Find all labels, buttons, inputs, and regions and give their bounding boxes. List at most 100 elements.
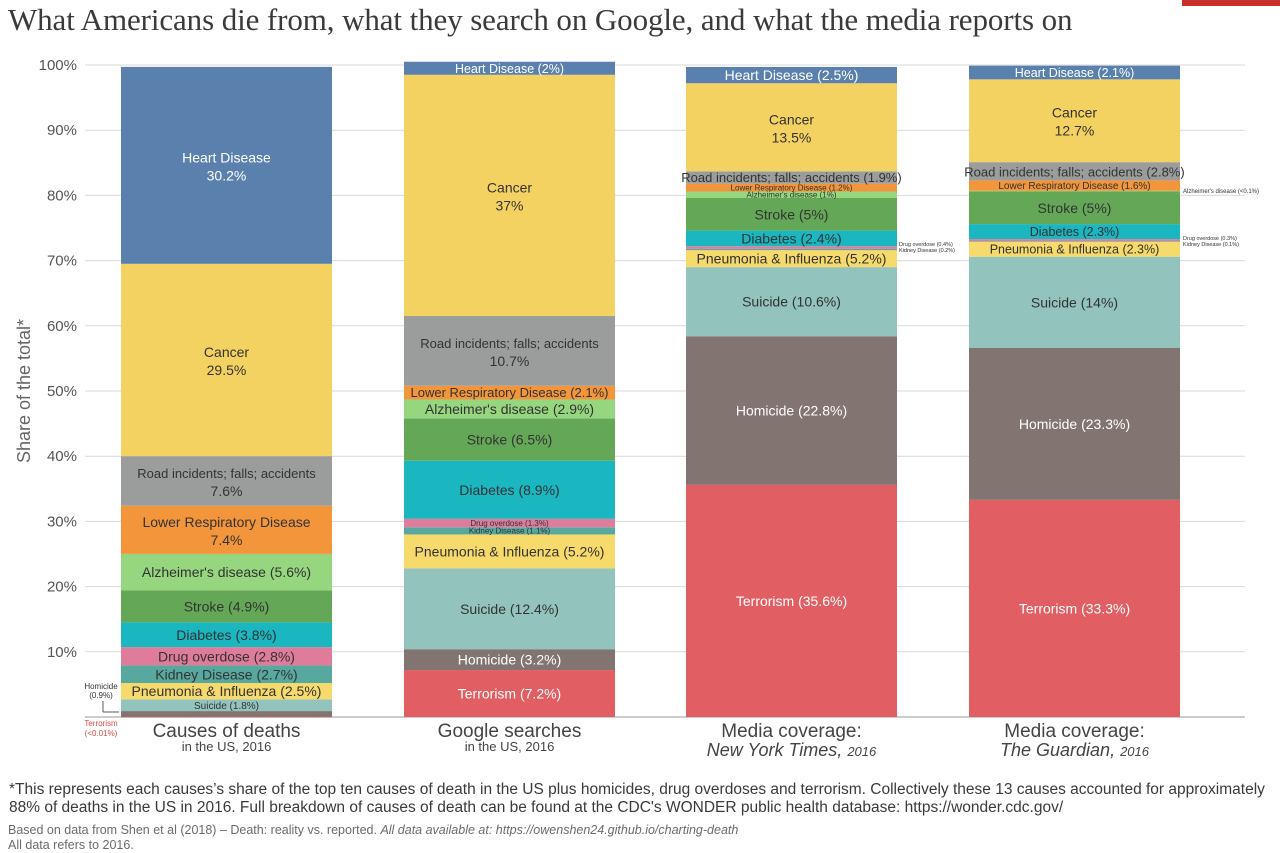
bar-segment-kidney [686,248,897,251]
segment-label: Lower Respiratory Disease (1.2%) [731,183,853,192]
segment-label: Suicide (12.4%) [460,601,559,617]
segment-label: Diabetes (2.3%) [1030,225,1120,239]
bar-segment-alz [686,191,897,199]
segment-label: Alzheimer's disease (2.9%) [425,401,594,417]
bar-segment-suicide [686,267,897,337]
bar-segment-resp [121,505,332,554]
bar-segment-drug [686,246,897,249]
bar-segment-terror [686,484,897,717]
segment-value-label: 37% [495,197,523,213]
segment-label: Diabetes (2.4%) [741,230,841,246]
segment-label: Stroke (5%) [755,206,829,222]
bar-segment-homicide [121,711,332,717]
y-tick-label: 30% [47,513,77,530]
column-sublabel-year: 2016 [1119,744,1150,759]
segment-label: Pneumonia & Influenza (5.2%) [697,251,887,267]
segment-label: Lower Respiratory Disease [142,514,310,530]
segment-label: Kidney Disease (2.7%) [155,666,297,682]
bar-segment-road [121,456,332,506]
annotation-guardian-kidney: Kidney Disease (0.1%) [1183,242,1239,248]
segment-label: Cancer [769,111,814,127]
segment-label: Heart Disease (2.5%) [725,67,859,83]
segment-label: Alzheimer's disease (1%) [746,191,836,200]
segment-value-label: 30.2% [207,167,247,183]
bar-segment-suicide [121,699,332,712]
brand-badge [1182,0,1280,6]
segment-label: Road incidents; falls; accidents [137,466,316,481]
bar-segment-terror [969,499,1180,717]
y-tick-label: 80% [47,187,77,204]
source-text: Based on data from Shen et al (2018) – D… [8,823,381,837]
segment-label: Lower Respiratory Disease (1.6%) [998,181,1150,192]
column-label: Media coverage: [721,721,861,742]
annotation-nyt-kidney: Kidney Disease (0.2%) [899,248,955,254]
y-tick-label: 10% [47,644,77,661]
bar-segment-drug [404,518,615,528]
annotation-terrorism-value: (<0.01%) [85,729,118,738]
bar-segment-heart [121,66,332,264]
bar-segment-heart [404,61,615,75]
source-date-note: All data refers to 2016. [8,838,134,852]
bar-segment-alz [969,190,1180,192]
bar-segment-heart [969,65,1180,80]
bar-segment-resp [969,180,1180,191]
bar-segment-terror [404,670,615,717]
bar-segment-resp [404,385,615,400]
bar-segment-diab [969,224,1180,240]
segment-label: Suicide (10.6%) [742,294,841,310]
bar-segment-suicide [969,256,1180,348]
annotation-terrorism: Terrorism [84,719,118,728]
segment-label: Pneumonia & Influenza (2.3%) [990,243,1160,257]
segment-label: Pneumonia & Influenza (2.5%) [132,683,322,699]
bar-segment-kidney [969,241,1180,242]
segment-value-label: 13.5% [772,129,812,145]
column-sublabel: New York Times, 2016 [707,740,877,760]
y-tick-label: 70% [47,253,77,270]
bar-segment-stroke [404,418,615,461]
segment-label: Terrorism (35.6%) [736,593,847,609]
bar-segment-cancer [969,79,1180,163]
bar-segment-pneu [404,534,615,569]
bar-segment-stroke [121,590,332,623]
bar-segment-homicide [969,347,1180,500]
bar-segment-diab [686,230,897,247]
bar-segment-kidney [404,527,615,535]
segment-label: Kidney Disease (1.1%) [469,527,551,536]
footnote: *This represents each causes’s share of … [9,781,1265,816]
bar-segment-heart [686,66,897,84]
bar-segment-terror [121,716,332,718]
segment-label: Heart Disease (2.1%) [1015,66,1135,80]
segment-value-label: 7.4% [211,532,243,548]
bar-segment-stroke [969,191,1180,225]
segment-label: Homicide (23.3%) [1019,416,1130,432]
annotation-nyt-drug: Drug overdose (0.4%) [899,242,953,248]
column-sublabel-source: The Guardian, [1000,740,1120,760]
column-label: Media coverage: [1004,721,1144,742]
bar-segment-cancer [121,263,332,457]
bar-segment-road [969,162,1180,181]
column-sublabel: in the US, 2016 [182,739,272,754]
segment-label: Cancer [204,344,249,360]
source-link-text: All data available at: https://owenshen2… [380,823,739,837]
segment-label: Pneumonia & Influenza (5.2%) [415,543,605,559]
y-tick-label: 100% [39,57,77,74]
annotation-homicide-value: (0.9%) [89,691,113,700]
segment-label: Stroke (5%) [1038,200,1112,216]
segment-label: Suicide (14%) [1031,294,1118,310]
segment-label: Diabetes (8.9%) [459,482,559,498]
y-tick-label: 40% [47,448,77,465]
bar-segment-stroke [686,198,897,231]
bar-segment-suicide [404,568,615,650]
bar-segment-resp [686,183,897,192]
chart-title: What Americans die from, what they searc… [8,2,1073,37]
y-axis-label: Share of the total* [14,319,34,463]
segment-label: Stroke (4.9%) [184,598,270,614]
bar-segment-homicide [404,649,615,671]
segment-label: Road incidents; falls; accidents [420,336,599,351]
segment-label: Diabetes (3.8%) [176,627,276,643]
bar-segment-homicide [686,336,897,485]
segment-label: Homicide (3.2%) [458,652,561,668]
bar-segment-road [686,171,897,184]
bar-segment-kidney [121,665,332,684]
y-tick-label: 50% [47,383,77,400]
